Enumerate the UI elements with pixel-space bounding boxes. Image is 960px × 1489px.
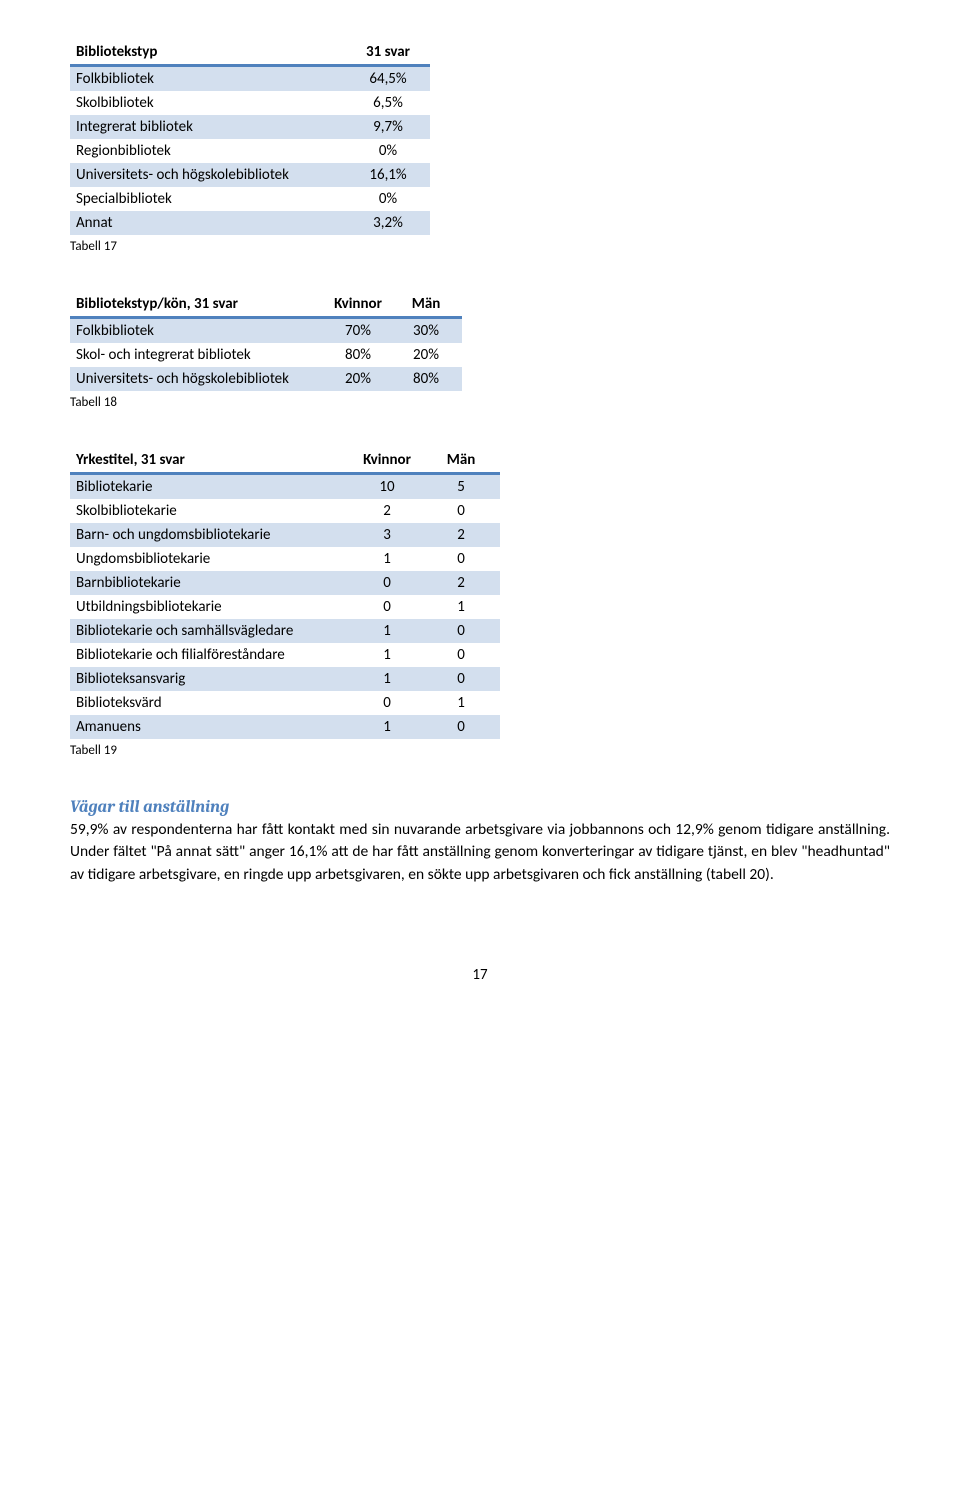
table-header: Män [426,448,500,474]
table-header: Yrkestitel, 31 svar [70,448,352,474]
table-cell: Bibliotekarie [70,474,352,500]
table-cell: 0% [350,187,430,211]
table-row: Biblioteksvärd01 [70,691,500,715]
table-cell: 1 [426,595,500,619]
table-cell: 1 [352,547,426,571]
table-cell: Skolbibliotekarie [70,499,352,523]
table-row: Skol- och integrerat bibliotek80%20% [70,343,462,367]
table-cell: 30% [394,318,462,344]
table-cell: 5 [426,474,500,500]
table-cell: Utbildningsbibliotekarie [70,595,352,619]
table-header: 31 svar [350,40,430,66]
table-cell: Barn- och ungdomsbibliotekarie [70,523,352,547]
table-cell: 2 [426,571,500,595]
table-caption: Tabell 17 [70,239,890,254]
table-row: Bibliotekarie och samhällsvägledare10 [70,619,500,643]
table-cell: Bibliotekarie och samhällsvägledare [70,619,352,643]
table-row: Universitets- och högskolebibliotek16,1% [70,163,430,187]
table-cell: 80% [326,343,394,367]
table-row: Utbildningsbibliotekarie01 [70,595,500,619]
table-cell: Barnbibliotekarie [70,571,352,595]
table-header: Män [394,292,462,318]
table-cell: 1 [352,667,426,691]
table-cell: Specialbibliotek [70,187,350,211]
table-row: Barnbibliotekarie02 [70,571,500,595]
table-cell: 70% [326,318,394,344]
table-header: Bibliotekstyp [70,40,350,66]
page-number: 17 [70,966,890,984]
table-cell: 64,5% [350,66,430,92]
body-paragraph: 59,9% av respondenterna har fått kontakt… [70,819,890,886]
table-row: Annat3,2% [70,211,430,235]
table-cell: 10 [352,474,426,500]
table-cell: 80% [394,367,462,391]
table-row: Bibliotekarie och filialföreståndare10 [70,643,500,667]
table-cell: Ungdomsbibliotekarie [70,547,352,571]
table-cell: 3,2% [350,211,430,235]
table-cell: 20% [394,343,462,367]
table-cell: 0 [426,499,500,523]
table-row: Skolbibliotekarie20 [70,499,500,523]
table-cell: 1 [352,715,426,739]
table-caption: Tabell 18 [70,395,890,410]
table-cell: 0 [426,715,500,739]
table-cell: Bibliotekarie och filialföreståndare [70,643,352,667]
table-cell: 6,5% [350,91,430,115]
table-header: Kvinnor [352,448,426,474]
table-cell: 0 [352,691,426,715]
table-bibliotekstyp-kon: Bibliotekstyp/kön, 31 svar Kvinnor Män F… [70,292,462,391]
section-heading: Vägar till anställning [70,798,890,817]
table-cell: 9,7% [350,115,430,139]
table-cell: 2 [352,499,426,523]
table-cell: Biblioteksansvarig [70,667,352,691]
table-cell: Amanuens [70,715,352,739]
table-cell: Skolbibliotek [70,91,350,115]
table-cell: Integrerat bibliotek [70,115,350,139]
table-bibliotekstyp: Bibliotekstyp 31 svar Folkbibliotek64,5%… [70,40,430,235]
table-cell: Regionbibliotek [70,139,350,163]
table-cell: Folkbibliotek [70,66,350,92]
table-cell: 0 [352,571,426,595]
table-row: Folkbibliotek64,5% [70,66,430,92]
table-cell: 0 [426,619,500,643]
table-cell: 20% [326,367,394,391]
table-caption: Tabell 19 [70,743,890,758]
table-header: Bibliotekstyp/kön, 31 svar [70,292,326,318]
table-header: Kvinnor [326,292,394,318]
table-row: Skolbibliotek6,5% [70,91,430,115]
table-cell: 1 [352,643,426,667]
table-cell: Annat [70,211,350,235]
table-row: Integrerat bibliotek9,7% [70,115,430,139]
table-cell: Universitets- och högskolebibliotek [70,367,326,391]
table-row: Universitets- och högskolebibliotek20%80… [70,367,462,391]
table-row: Regionbibliotek0% [70,139,430,163]
table-cell: Skol- och integrerat bibliotek [70,343,326,367]
table-cell: 0 [352,595,426,619]
table-row: Specialbibliotek0% [70,187,430,211]
table-row: Amanuens10 [70,715,500,739]
table-cell: 0 [426,643,500,667]
table-cell: Biblioteksvärd [70,691,352,715]
table-row: Barn- och ungdomsbibliotekarie32 [70,523,500,547]
table-cell: Universitets- och högskolebibliotek [70,163,350,187]
table-cell: 16,1% [350,163,430,187]
table-row: Bibliotekarie105 [70,474,500,500]
table-row: Biblioteksansvarig10 [70,667,500,691]
table-cell: 1 [426,691,500,715]
table-cell: 0 [426,667,500,691]
table-cell: Folkbibliotek [70,318,326,344]
table-row: Ungdomsbibliotekarie10 [70,547,500,571]
table-cell: 3 [352,523,426,547]
table-yrkestitel: Yrkestitel, 31 svar Kvinnor Män Bibliote… [70,448,500,739]
table-cell: 0% [350,139,430,163]
table-cell: 2 [426,523,500,547]
table-cell: 0 [426,547,500,571]
table-cell: 1 [352,619,426,643]
table-row: Folkbibliotek70%30% [70,318,462,344]
